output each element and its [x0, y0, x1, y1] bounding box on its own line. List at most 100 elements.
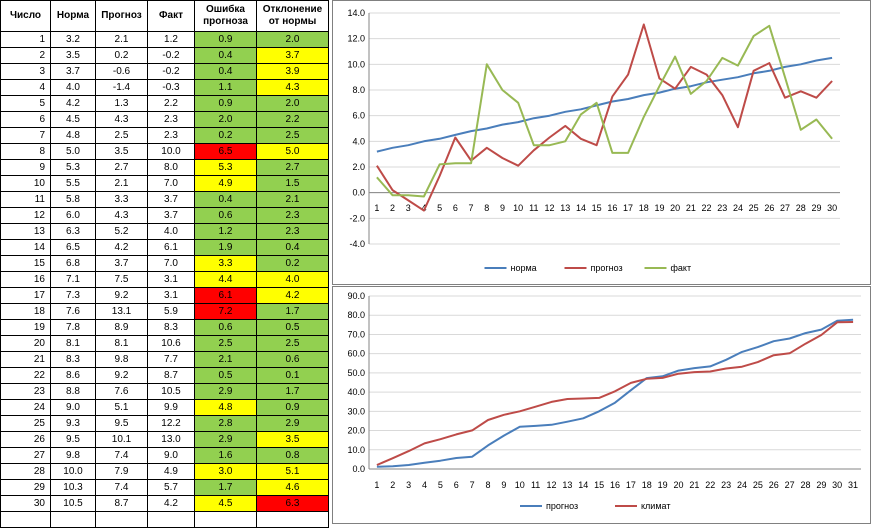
deviation-cell: 5.0 — [256, 143, 329, 160]
x-tick-label: 28 — [800, 480, 810, 490]
day-cell: 20 — [0, 335, 51, 352]
day-cell: 21 — [0, 351, 51, 368]
day-cell: 22 — [0, 367, 51, 384]
x-tick-label: 22 — [705, 480, 715, 490]
forecast-cell: 9.8 — [95, 351, 148, 368]
table-row: 11 5.8 3.3 3.7 0.4 2.1 — [0, 191, 329, 208]
deviation-cell: 2.5 — [256, 127, 329, 144]
table-row: 16 7.1 7.5 3.1 4.4 4.0 — [0, 271, 329, 288]
forecast-cell: 5.2 — [95, 223, 148, 240]
forecast-error-cell: 2.9 — [194, 431, 257, 448]
deviation-cell: 1.5 — [256, 175, 329, 192]
deviation-cell: 0.8 — [256, 447, 329, 464]
x-tick-label: 5 — [437, 203, 442, 213]
x-tick-label: 23 — [717, 203, 727, 213]
forecast-error-cell: 2.1 — [194, 351, 257, 368]
deviation-cell: 0.4 — [256, 239, 329, 256]
forecast-error-cell: 1.6 — [194, 447, 257, 464]
deviation-cell: 4.2 — [256, 287, 329, 304]
forecast-cell: 5.1 — [95, 399, 148, 416]
header-norm: Норма — [50, 0, 96, 32]
fact-cell: -0.2 — [147, 63, 195, 80]
table-row: 1 3.2 2.1 1.2 0.9 2.0 — [0, 31, 329, 48]
norm-cell: 6.0 — [50, 207, 96, 224]
forecast-error-cell: 0.4 — [194, 47, 257, 64]
norm-cell: 9.5 — [50, 431, 96, 448]
data-table: Число Норма Прогноз Факт Ошибка прогноза… — [0, 0, 329, 528]
y-tick-label: 6.0 — [352, 111, 365, 121]
norm-cell: 6.8 — [50, 255, 96, 272]
day-cell: 29 — [0, 479, 51, 496]
forecast-error-cell: 1.7 — [194, 479, 257, 496]
fact-cell: 7.7 — [147, 351, 195, 368]
x-tick-label: 26 — [769, 480, 779, 490]
fact-cell: 5.9 — [147, 303, 195, 320]
x-tick-label: 2 — [390, 480, 395, 490]
forecast-error-cell: 0.6 — [194, 207, 257, 224]
x-tick-label: 4 — [422, 480, 427, 490]
x-tick-label: 14 — [576, 203, 586, 213]
x-tick-label: 13 — [560, 203, 570, 213]
forecast-cell: 8.7 — [95, 495, 148, 512]
x-tick-label: 8 — [484, 203, 489, 213]
forecast-error-cell: 0.9 — [194, 31, 257, 48]
fact-cell: 9.9 — [147, 399, 195, 416]
x-tick-label: 6 — [453, 203, 458, 213]
norm-cell: 8.1 — [50, 335, 96, 352]
deviation-cell: 2.7 — [256, 159, 329, 176]
day-cell: 28 — [0, 463, 51, 480]
y-tick-label: 10.0 — [347, 59, 365, 69]
x-tick-label: 10 — [515, 480, 525, 490]
day-cell: 9 — [0, 159, 51, 176]
deviation-cell: 2.9 — [256, 415, 329, 432]
norm-cell: 6.3 — [50, 223, 96, 240]
deviation-cell: 2.1 — [256, 191, 329, 208]
y-tick-label: -2.0 — [349, 213, 365, 223]
empty-cell — [50, 511, 96, 528]
day-cell: 25 — [0, 415, 51, 432]
deviation-cell: 4.6 — [256, 479, 329, 496]
deviation-cell: 6.3 — [256, 495, 329, 512]
table-row: 25 9.3 9.5 12.2 2.8 2.9 — [0, 415, 329, 432]
x-tick-label: 23 — [721, 480, 731, 490]
table-row: 22 8.6 9.2 8.7 0.5 0.1 — [0, 367, 329, 384]
forecast-error-cell: 0.9 — [194, 95, 257, 112]
fact-cell: 9.0 — [147, 447, 195, 464]
y-tick-label: 40.0 — [347, 387, 365, 397]
norm-cell: 4.2 — [50, 95, 96, 112]
x-tick-label: 19 — [654, 203, 664, 213]
forecast-cell: 7.4 — [95, 479, 148, 496]
norm-cell: 9.8 — [50, 447, 96, 464]
forecast-cell: 9.2 — [95, 287, 148, 304]
y-tick-label: 30.0 — [347, 406, 365, 416]
legend-label: норма — [511, 263, 537, 273]
y-tick-label: 10.0 — [347, 445, 365, 455]
fact-cell: 8.0 — [147, 159, 195, 176]
table-empty-row — [0, 511, 329, 528]
forecast-cell: 2.5 — [95, 127, 148, 144]
forecast-cell: 9.2 — [95, 367, 148, 384]
day-cell: 15 — [0, 255, 51, 272]
series-line-2 — [376, 23, 833, 212]
x-tick-label: 7 — [470, 480, 475, 490]
forecast-cell: 1.3 — [95, 95, 148, 112]
x-tick-label: 12 — [547, 480, 557, 490]
x-tick-label: 16 — [607, 203, 617, 213]
day-cell: 1 — [0, 31, 51, 48]
fact-cell: 5.7 — [147, 479, 195, 496]
deviation-cell: 0.6 — [256, 351, 329, 368]
forecast-error-cell: 0.6 — [194, 319, 257, 336]
x-tick-label: 20 — [673, 480, 683, 490]
x-tick-label: 21 — [686, 203, 696, 213]
forecast-error-cell: 6.5 — [194, 143, 257, 160]
forecast-cell: 3.5 — [95, 143, 148, 160]
forecast-error-cell: 0.4 — [194, 63, 257, 80]
day-cell: 8 — [0, 143, 51, 160]
forecast-error-cell: 1.1 — [194, 79, 257, 96]
day-cell: 16 — [0, 271, 51, 288]
deviation-cell: 0.9 — [256, 399, 329, 416]
legend-label: прогноз — [591, 263, 623, 273]
fact-cell: -0.3 — [147, 79, 195, 96]
x-tick-label: 20 — [670, 203, 680, 213]
chart-top-box: -4.0 -2.0 0.0 2.0 4.0 6.0 8.0 10.0 12.0 14.0 1 2 3 4 5… — [332, 0, 871, 285]
